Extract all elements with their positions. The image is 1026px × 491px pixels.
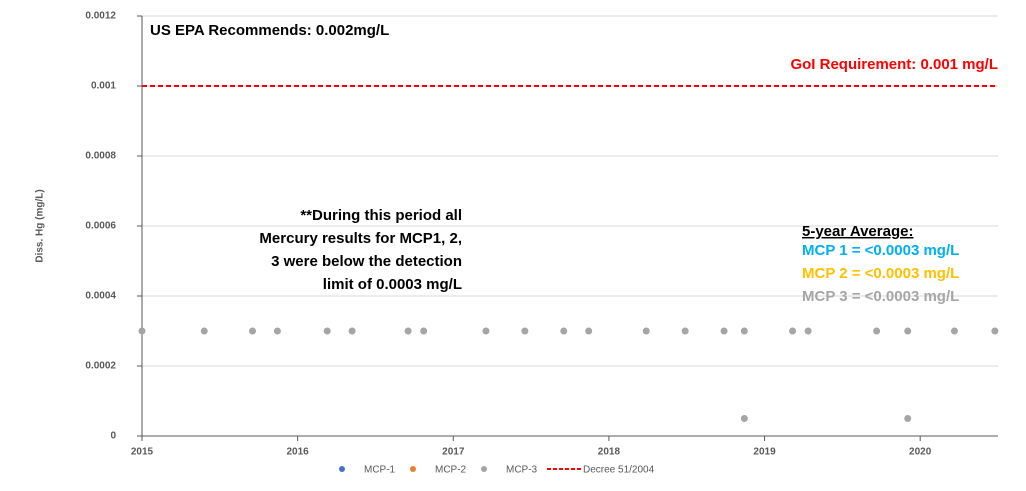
y-tick-label: 0.0012 (85, 11, 116, 22)
legend-label: Decree 51/2004 (583, 465, 655, 476)
legend-label: MCP-3 (506, 465, 538, 476)
legend-label: MCP-2 (435, 465, 467, 476)
data-point (991, 327, 999, 335)
data-point (873, 327, 881, 335)
data-point (904, 327, 912, 335)
x-tick-label: 2018 (598, 447, 621, 458)
y-tick-label: 0.001 (91, 81, 116, 92)
x-tick-label: 2015 (131, 447, 154, 458)
legend-label: MCP-1 (364, 465, 396, 476)
data-point (720, 327, 728, 335)
y-tick-label: 0.0006 (85, 221, 116, 232)
data-point (200, 327, 208, 335)
data-point (789, 327, 797, 335)
y-axis-label: Diss. Hg (mg/L) (35, 189, 46, 262)
data-point (642, 327, 650, 335)
data-point (404, 327, 412, 335)
data-point (740, 327, 748, 335)
legend-marker (339, 466, 345, 472)
data-point (560, 327, 568, 335)
data-point (904, 415, 912, 422)
data-point (348, 327, 356, 335)
average-line: MCP 1 = <0.0003 mg/L (802, 242, 959, 259)
data-point (482, 327, 490, 335)
data-point (323, 327, 331, 335)
y-tick-label: 0.0008 (85, 151, 116, 162)
average-line: MCP 3 = <0.0003 mg/L (802, 288, 959, 305)
x-tick-label: 2020 (909, 447, 932, 458)
data-point (681, 327, 689, 335)
x-tick-label: 2019 (753, 447, 776, 458)
legend-marker (410, 466, 416, 472)
data-point (585, 327, 593, 335)
x-tick-label: 2017 (442, 447, 465, 458)
y-tick-label: 0 (110, 431, 116, 442)
average-line: MCP 2 = <0.0003 mg/L (802, 265, 959, 282)
y-tick-label: 0.0002 (85, 361, 116, 372)
note-line: 3 were below the detection (271, 253, 462, 270)
data-point (138, 327, 146, 335)
note-line: **During this period all (300, 207, 462, 224)
data-point (740, 415, 748, 422)
average-title: 5-year Average: (802, 223, 913, 240)
data-point (521, 327, 529, 335)
data-point (273, 327, 281, 335)
data-point (950, 327, 958, 335)
data-point (804, 327, 812, 335)
data-point (420, 327, 428, 335)
note-line: Mercury results for MCP1, 2, (259, 230, 462, 247)
note-line: limit of 0.0003 mg/L (323, 276, 462, 293)
goi-annotation: GoI Requirement: 0.001 mg/L (790, 56, 998, 73)
legend-marker (481, 466, 487, 472)
y-tick-label: 0.0004 (85, 291, 116, 302)
epa-annotation: US EPA Recommends: 0.002mg/L (150, 22, 389, 39)
x-tick-label: 2016 (287, 447, 310, 458)
data-point (249, 327, 257, 335)
